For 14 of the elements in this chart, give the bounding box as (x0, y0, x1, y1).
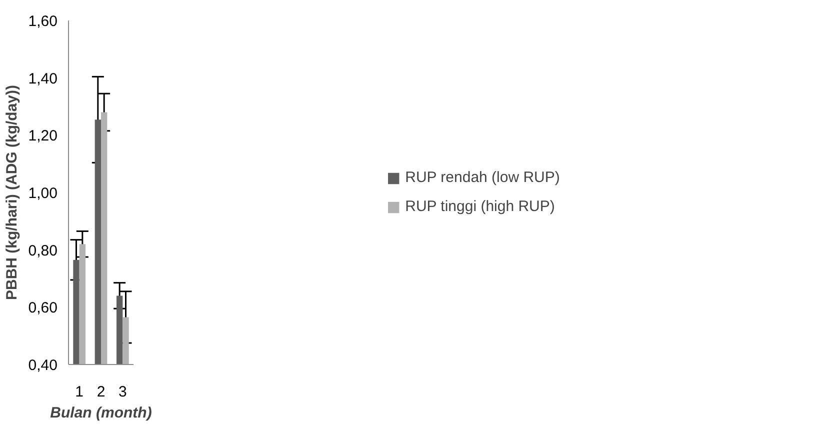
y-axis-title: PBBH (kg/hari) (ADG (kg/day)) (3, 84, 20, 300)
y-tick-label: 1,60 (28, 13, 58, 30)
x-axis-title: Bulan (month) (50, 404, 152, 422)
y-tick-label: 0,80 (28, 242, 58, 260)
legend-label: RUP tinggi (high RUP) (405, 198, 555, 215)
x-tick-label: 2 (96, 384, 106, 400)
legend-label: RUP rendah (low RUP) (405, 169, 560, 186)
y-tick-label: 0,40 (28, 357, 58, 374)
y-tick-label: 1,40 (28, 70, 58, 88)
y-tick-label: 1,00 (28, 185, 58, 202)
x-tick-label: 1 (75, 384, 84, 400)
y-tick-label: 1,20 (28, 128, 58, 145)
y-tick-label: 0,60 (28, 300, 58, 317)
x-tick-label: 3 (118, 384, 127, 400)
